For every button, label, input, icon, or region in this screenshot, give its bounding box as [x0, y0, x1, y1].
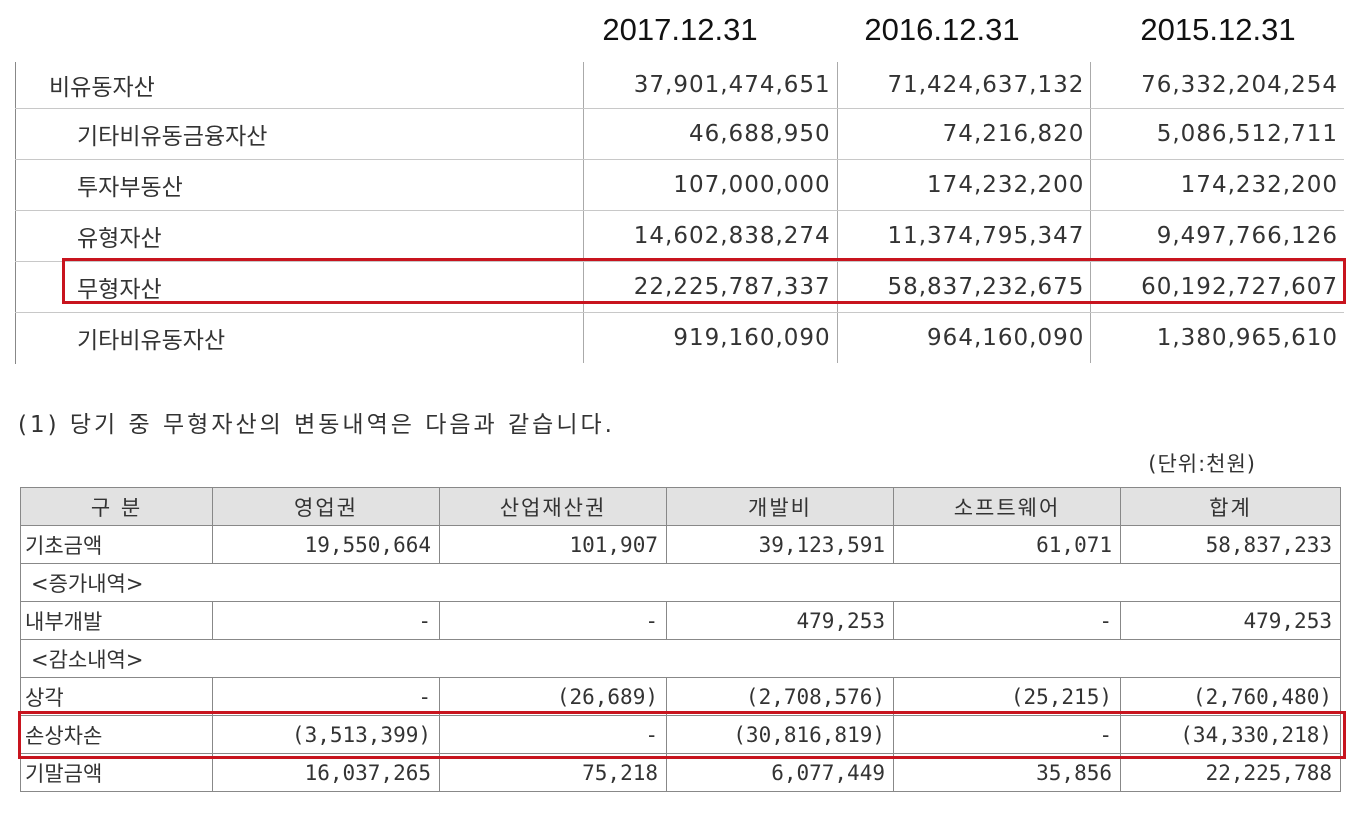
column-header: 구 분 — [20, 487, 213, 526]
cell-value: 22,225,788 — [1120, 753, 1341, 792]
cell-value: 964,160,090 — [837, 312, 1092, 363]
table-row-highlighted: 손상차손 (3,513,399) - (30,816,819) - (34,33… — [20, 715, 1341, 754]
table-row-highlighted: 무형자산 22,225,787,337 58,837,232,675 60,19… — [15, 261, 1344, 313]
cell-value: 39,123,591 — [666, 525, 894, 564]
row-label: 비유동자산 — [15, 62, 584, 109]
cell-value: - — [212, 601, 440, 640]
cell-value: 174,232,200 — [837, 159, 1092, 211]
column-header-2016: 2016.12.31 — [864, 12, 1020, 47]
cell-value: 919,160,090 — [583, 312, 838, 363]
row-label: 기타비유동금융자산 — [15, 108, 584, 160]
table-row: 상각 - (26,689) (2,708,576) (25,215) (2,76… — [20, 677, 1341, 716]
column-header: 개발비 — [666, 487, 894, 526]
table-row: 내부개발 - - 479,253 - 479,253 — [20, 601, 1341, 640]
section-label: <증가내역> — [20, 563, 1341, 602]
section-label: <감소내역> — [20, 639, 1341, 678]
column-header: 소프트웨어 — [893, 487, 1121, 526]
cell-value: (2,708,576) — [666, 677, 894, 716]
highlight-box-impairment — [18, 711, 1346, 759]
row-label: 기타비유동자산 — [15, 312, 584, 363]
note-text: (1) 당기 중 무형자산의 변동내역은 다음과 같습니다. — [18, 412, 615, 438]
column-header: 영업권 — [212, 487, 440, 526]
cell-value: 74,216,820 — [837, 108, 1092, 160]
row-label: 무형자산 — [15, 261, 584, 313]
cell-value: 9,497,766,126 — [1090, 210, 1344, 262]
header-row: 구 분 영업권 산업재산권 개발비 소프트웨어 합계 — [20, 487, 1341, 526]
column-header-2017: 2017.12.31 — [602, 12, 758, 47]
cell-value: (2,760,480) — [1120, 677, 1341, 716]
section-row: <증가내역> — [20, 563, 1341, 602]
cell-value: 14,602,838,274 — [583, 210, 838, 262]
table-row: 기초금액 19,550,664 101,907 39,123,591 61,07… — [20, 525, 1341, 564]
column-header-2015: 2015.12.31 — [1140, 12, 1296, 47]
cell-value: 6,077,449 — [666, 753, 894, 792]
highlight-box-intangible-assets — [62, 258, 1346, 304]
top-table-header: 2017.12.31 2016.12.31 2015.12.31 — [0, 10, 1369, 50]
cell-value: - — [212, 677, 440, 716]
cell-value: 58,837,233 — [1120, 525, 1341, 564]
row-label: 기말금액 — [20, 753, 213, 792]
cell-value: (30,816,819) — [666, 715, 894, 754]
cell-value: 35,856 — [893, 753, 1121, 792]
cell-value: 76,332,204,254 — [1090, 62, 1344, 109]
row-label: 내부개발 — [20, 601, 213, 640]
column-header: 합계 — [1120, 487, 1341, 526]
cell-value: 46,688,950 — [583, 108, 838, 160]
section-row: <감소내역> — [20, 639, 1341, 678]
cell-value: (25,215) — [893, 677, 1121, 716]
cell-value: - — [439, 601, 667, 640]
table-row: 기타비유동자산 919,160,090 964,160,090 1,380,96… — [15, 312, 1344, 363]
cell-value: 60,192,727,607 — [1090, 261, 1344, 313]
cell-value: 75,218 — [439, 753, 667, 792]
cell-value: 107,000,000 — [583, 159, 838, 211]
cell-value: (26,689) — [439, 677, 667, 716]
cell-value: 11,374,795,347 — [837, 210, 1092, 262]
row-label: 유형자산 — [15, 210, 584, 262]
cell-value: 58,837,232,675 — [837, 261, 1092, 313]
cell-value: (3,513,399) — [212, 715, 440, 754]
row-label: 기초금액 — [20, 525, 213, 564]
cell-value: 22,225,787,337 — [583, 261, 838, 313]
cell-value: 479,253 — [1120, 601, 1341, 640]
table-row: 유형자산 14,602,838,274 11,374,795,347 9,497… — [15, 210, 1344, 262]
cell-value: 61,071 — [893, 525, 1121, 564]
row-label: 투자부동산 — [15, 159, 584, 211]
noncurrent-assets-table: 비유동자산 37,901,474,651 71,424,637,132 76,3… — [15, 62, 1344, 363]
cell-value: 16,037,265 — [212, 753, 440, 792]
unit-label: (단위:천원) — [1148, 452, 1256, 476]
cell-value: 19,550,664 — [212, 525, 440, 564]
table-row: 비유동자산 37,901,474,651 71,424,637,132 76,3… — [15, 62, 1344, 109]
cell-value: 71,424,637,132 — [837, 62, 1092, 109]
cell-value: 101,907 — [439, 525, 667, 564]
intangible-changes-table: 구 분 영업권 산업재산권 개발비 소프트웨어 합계 기초금액 19,550,6… — [20, 487, 1341, 792]
table-row: 투자부동산 107,000,000 174,232,200 174,232,20… — [15, 159, 1344, 211]
cell-value: 479,253 — [666, 601, 894, 640]
row-label: 상각 — [20, 677, 213, 716]
cell-value: (34,330,218) — [1120, 715, 1341, 754]
cell-value: 37,901,474,651 — [583, 62, 838, 109]
column-header: 산업재산권 — [439, 487, 667, 526]
table-row: 기타비유동금융자산 46,688,950 74,216,820 5,086,51… — [15, 108, 1344, 160]
cell-value: 174,232,200 — [1090, 159, 1344, 211]
cell-value: 5,086,512,711 — [1090, 108, 1344, 160]
table-row: 기말금액 16,037,265 75,218 6,077,449 35,856 … — [20, 753, 1341, 792]
cell-value: - — [893, 601, 1121, 640]
cell-value: 1,380,965,610 — [1156, 325, 1338, 351]
row-label: 손상차손 — [20, 715, 213, 754]
